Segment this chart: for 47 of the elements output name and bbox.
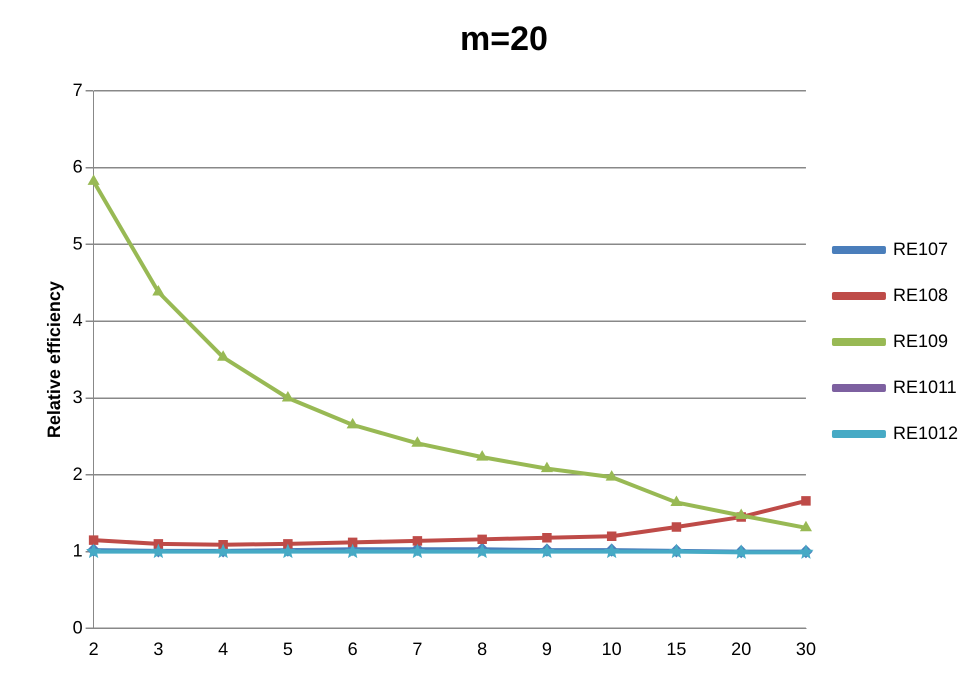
- point: [88, 174, 100, 185]
- x-tick-label: 30: [796, 639, 816, 660]
- x-tick-label: 4: [218, 639, 228, 660]
- point: [672, 522, 682, 532]
- y-tick-label: 2: [72, 464, 83, 484]
- x-tick-label: 10: [602, 639, 622, 660]
- point: [542, 533, 552, 543]
- point: [88, 535, 98, 545]
- x-tick-label: 2: [88, 639, 99, 660]
- y-tick-label: 0: [72, 617, 83, 638]
- x-tick-label: 8: [477, 639, 488, 660]
- legend-label: RE1011: [892, 376, 957, 397]
- point: [736, 509, 747, 520]
- point: [541, 462, 553, 472]
- y-tick-label: 5: [72, 233, 83, 254]
- point: [477, 534, 487, 544]
- point: [346, 418, 358, 428]
- point: [412, 436, 424, 447]
- x-tick-label: 15: [666, 639, 686, 660]
- legend-label: RE107: [892, 238, 948, 259]
- y-tick-label: 7: [72, 80, 83, 100]
- point: [606, 531, 616, 541]
- point: [152, 286, 164, 296]
- point: [670, 496, 682, 506]
- chart-title: m=20: [460, 20, 548, 58]
- point: [476, 450, 488, 461]
- point: [606, 470, 618, 481]
- point: [801, 496, 811, 506]
- x-tick-label: 3: [153, 639, 164, 660]
- x-tick-label: 7: [412, 639, 422, 660]
- legend-label: RE109: [892, 330, 948, 351]
- y-tick-label: 1: [72, 540, 83, 561]
- legend-label: RE1012: [892, 422, 958, 443]
- point: [800, 521, 812, 532]
- point: [217, 350, 229, 361]
- legend-label: RE108: [892, 284, 948, 305]
- point: [345, 544, 360, 558]
- y-tick-label: 3: [72, 386, 83, 407]
- y-tick-label: 4: [72, 310, 83, 330]
- point: [348, 538, 358, 548]
- x-tick-label: 6: [348, 639, 358, 660]
- point: [412, 536, 422, 546]
- y-axis-title: Relative efficiency: [44, 281, 64, 438]
- y-tick-label: 6: [72, 156, 83, 177]
- x-tick-label: 5: [282, 639, 293, 660]
- x-tick-label: 20: [731, 639, 752, 660]
- x-tick-label: 9: [542, 639, 552, 660]
